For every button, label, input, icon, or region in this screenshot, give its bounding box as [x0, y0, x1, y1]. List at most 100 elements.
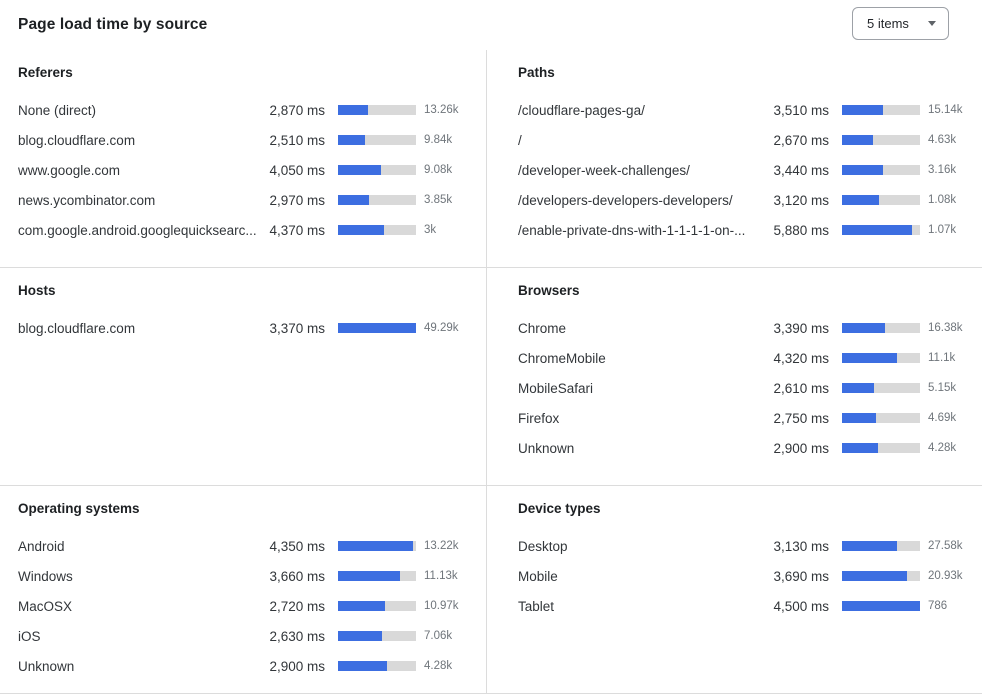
- row-count: 4.28k: [928, 442, 957, 454]
- bar-track: [842, 541, 920, 551]
- row-count: 4.69k: [928, 412, 957, 424]
- row-label: Chrome: [518, 320, 567, 336]
- bar-fill: [338, 135, 365, 145]
- row-count: 3k: [424, 224, 437, 236]
- row-label: MobileSafari: [518, 380, 594, 396]
- metric-row[interactable]: /enable-private-dns-with-1-1-1-1-on-... …: [518, 215, 974, 245]
- metric-row[interactable]: Mobile 3,690 ms 20.93k: [518, 561, 974, 591]
- row-count: 3.85k: [424, 194, 453, 206]
- bar-track: [338, 571, 416, 581]
- bar-fill: [338, 225, 385, 235]
- bar-track: [842, 443, 920, 453]
- metric-row[interactable]: /developer-week-challenges/ 3,440 ms 3.1…: [518, 155, 974, 185]
- row-count: 20.93k: [928, 570, 963, 582]
- row-count: 13.22k: [424, 540, 459, 552]
- chevron-down-icon: [928, 21, 936, 26]
- bar-fill: [842, 225, 913, 235]
- bar-fill: [842, 105, 884, 115]
- metric-row[interactable]: Chrome 3,390 ms 16.38k: [518, 313, 974, 343]
- row-count: 7.06k: [424, 630, 453, 642]
- row-label: Firefox: [518, 410, 560, 426]
- metric-row[interactable]: www.google.com 4,050 ms 9.08k: [18, 155, 470, 185]
- bar-fill: [338, 631, 383, 641]
- metric-row[interactable]: Unknown 2,900 ms 4.28k: [18, 651, 470, 681]
- bar-track: [338, 195, 416, 205]
- metric-row[interactable]: Desktop 3,130 ms 27.58k: [518, 531, 974, 561]
- row-ms-value: 3,120 ms: [773, 192, 829, 208]
- bar-track: [842, 571, 920, 581]
- row-label: Unknown: [18, 658, 75, 674]
- bar-track: [842, 135, 920, 145]
- section-rows: Desktop 3,130 ms 27.58k Mobile 3,690 ms …: [518, 531, 974, 621]
- bar-track: [842, 105, 920, 115]
- section-title: Paths: [518, 65, 555, 80]
- row-ms-value: 2,750 ms: [773, 410, 829, 426]
- bar-fill: [842, 571, 907, 581]
- row-label: None (direct): [18, 102, 97, 118]
- bar-track: [338, 165, 416, 175]
- row-count: 13.26k: [424, 104, 459, 116]
- metric-row[interactable]: /developers-developers-developers/ 3,120…: [518, 185, 974, 215]
- bar-fill: [842, 165, 883, 175]
- metric-row[interactable]: blog.cloudflare.com 3,370 ms 49.29k: [18, 313, 470, 343]
- metric-section-browsers: Browsers Chrome 3,390 ms 16.38k ChromeMo…: [486, 267, 982, 485]
- bar-fill: [338, 105, 369, 115]
- bar-track: [338, 541, 416, 551]
- metric-row[interactable]: Windows 3,660 ms 11.13k: [18, 561, 470, 591]
- row-label: blog.cloudflare.com: [18, 132, 136, 148]
- bar-fill: [842, 323, 885, 333]
- section-title: Browsers: [518, 283, 580, 298]
- items-count-dropdown[interactable]: 5 items: [852, 7, 949, 40]
- row-count: 11.13k: [424, 570, 458, 582]
- section-rows: Android 4,350 ms 13.22k Windows 3,660 ms…: [18, 531, 470, 681]
- metric-row[interactable]: MacOSX 2,720 ms 10.97k: [18, 591, 470, 621]
- metric-row[interactable]: / 2,670 ms 4.63k: [518, 125, 974, 155]
- bar-track: [842, 323, 920, 333]
- metric-row[interactable]: None (direct) 2,870 ms 13.26k: [18, 95, 470, 125]
- bar-fill: [338, 165, 381, 175]
- metric-row[interactable]: com.google.android.googlequicksearc... 4…: [18, 215, 470, 245]
- bar-fill: [842, 413, 876, 423]
- metric-row[interactable]: MobileSafari 2,610 ms 5.15k: [518, 373, 974, 403]
- metric-row[interactable]: Unknown 2,900 ms 4.28k: [518, 433, 974, 463]
- metric-row[interactable]: iOS 2,630 ms 7.06k: [18, 621, 470, 651]
- row-ms-value: 5,880 ms: [773, 222, 829, 238]
- bar-fill: [842, 601, 920, 611]
- bar-track: [842, 413, 920, 423]
- row-ms-value: 3,510 ms: [773, 102, 829, 118]
- bar-track: [842, 225, 920, 235]
- metric-row[interactable]: Tablet 4,500 ms 786: [518, 591, 974, 621]
- section-title: Device types: [518, 501, 601, 516]
- row-ms-value: 2,970 ms: [269, 192, 325, 208]
- bar-fill: [842, 353, 897, 363]
- sections-grid: Referers None (direct) 2,870 ms 13.26k b…: [0, 50, 982, 694]
- bar-track: [842, 383, 920, 393]
- bar-fill: [338, 601, 385, 611]
- metric-row[interactable]: ChromeMobile 4,320 ms 11.1k: [518, 343, 974, 373]
- row-count: 5.15k: [928, 382, 957, 394]
- section-title: Referers: [18, 65, 73, 80]
- row-label: Tablet: [518, 598, 555, 614]
- metric-row[interactable]: /cloudflare-pages-ga/ 3,510 ms 15.14k: [518, 95, 974, 125]
- row-count: 4.28k: [424, 660, 453, 672]
- metric-row[interactable]: Android 4,350 ms 13.22k: [18, 531, 470, 561]
- row-label: blog.cloudflare.com: [18, 320, 136, 336]
- row-ms-value: 3,370 ms: [269, 320, 325, 336]
- row-count: 16.38k: [928, 322, 963, 334]
- row-label: news.ycombinator.com: [18, 192, 156, 208]
- row-label: MacOSX: [18, 598, 73, 614]
- bar-track: [338, 135, 416, 145]
- bar-track: [338, 631, 416, 641]
- bar-track: [842, 601, 920, 611]
- bar-fill: [842, 135, 874, 145]
- row-ms-value: 4,320 ms: [773, 350, 829, 366]
- section-rows: /cloudflare-pages-ga/ 3,510 ms 15.14k / …: [518, 95, 974, 245]
- metric-row[interactable]: news.ycombinator.com 2,970 ms 3.85k: [18, 185, 470, 215]
- row-count: 11.1k: [928, 352, 956, 364]
- row-ms-value: 2,670 ms: [773, 132, 829, 148]
- row-label: Android: [18, 538, 65, 554]
- metric-row[interactable]: blog.cloudflare.com 2,510 ms 9.84k: [18, 125, 470, 155]
- page-title: Page load time by source: [18, 16, 208, 33]
- metric-row[interactable]: Firefox 2,750 ms 4.69k: [518, 403, 974, 433]
